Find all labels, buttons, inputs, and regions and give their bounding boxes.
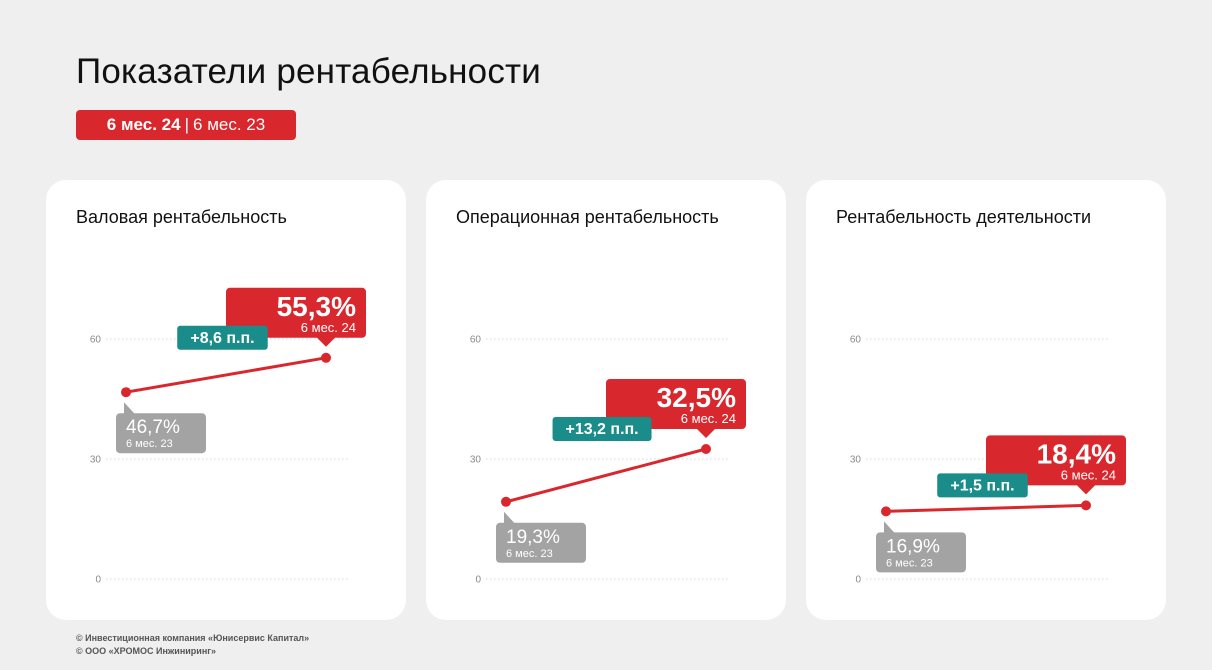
- data-point-current: [701, 444, 711, 454]
- chart-gross-margin: 0 30 60 46,7%6 мес. 23 55,3%6 мес. 24 +8,6 п.…: [90, 287, 366, 586]
- prev-callout-pointer: [884, 521, 896, 535]
- y-tick-label: 0: [855, 575, 861, 586]
- page-title: Показатели рентабельности: [76, 52, 542, 91]
- prev-period-label: 6 мес. 23: [506, 548, 553, 560]
- prev-callout: [876, 532, 966, 573]
- chart-title: Рентабельность деятельности: [836, 207, 1092, 227]
- current-period-label: 6 мес. 24: [1061, 467, 1116, 482]
- y-tick-label: 30: [850, 455, 862, 466]
- chart-operating-margin: 0 30 60 19,3%6 мес. 23 32,5%6 мес. 24 +13,2 п…: [470, 335, 746, 586]
- data-point-prev: [881, 506, 891, 517]
- period-badge: 6 мес. 24 | 6 мес. 23: [76, 110, 296, 140]
- y-tick-label: 60: [850, 335, 862, 346]
- period-previous: 6 мес. 23: [193, 115, 266, 134]
- delta-badge: [552, 417, 652, 441]
- current-callout-pointer: [316, 336, 336, 347]
- prev-callout: [496, 522, 586, 563]
- current-callout: [226, 287, 366, 338]
- data-point-current: [1081, 500, 1091, 511]
- current-value-label: 18,4%: [1037, 438, 1116, 469]
- chart-card-activity-margin: Рентабельность деятельности 0 30 60 16,9% 6 …: [806, 180, 1166, 620]
- current-callout-pointer: [1076, 484, 1096, 495]
- delta-badge: [177, 325, 268, 350]
- data-point-prev: [501, 496, 511, 507]
- delta-label: +8,6 п.п.: [190, 330, 254, 347]
- y-tick-label: 30: [90, 455, 102, 466]
- chart-activity-margin: 0 30 60 16,9%6 мес. 23 18,4%6 мес. 24 +1,5 п.…: [850, 335, 1126, 586]
- delta-label: +1,5 п.п.: [950, 477, 1014, 494]
- prev-value-label: 16,9%: [886, 536, 940, 557]
- chart-card-operating-margin: Операционная рентабельность 0 30 60 19,3% 6 …: [426, 180, 786, 620]
- prev-callout: [116, 413, 206, 454]
- current-value-label: 55,3%: [277, 291, 356, 322]
- footer-copyright-1: © Инвестиционная компания «Юнисервис Кап…: [76, 633, 310, 643]
- current-callout-pointer: [696, 428, 716, 438]
- current-callout: [606, 379, 746, 429]
- y-tick-label: 30: [470, 455, 482, 466]
- y-tick-label: 0: [95, 575, 101, 586]
- prev-callout-pointer: [124, 402, 136, 416]
- period-current: 6 мес. 24: [106, 115, 181, 134]
- footer-copyright-2: © ООО «ХРОМОС Инжиниринг»: [76, 646, 217, 656]
- current-period-label: 6 мес. 24: [301, 320, 356, 335]
- current-value-label: 32,5%: [657, 382, 736, 413]
- delta-label: +13,2 п.п.: [565, 421, 638, 438]
- y-tick-label: 60: [470, 335, 482, 346]
- series-line: [884, 503, 1088, 513]
- prev-period-label: 6 мес. 23: [886, 557, 933, 569]
- current-callout: [986, 435, 1126, 486]
- chart-card-gross-margin: Валовая рентабельность 0 30 60 46,7% 6 мес. …: [46, 180, 406, 620]
- current-period-label: 6 мес. 24: [681, 411, 736, 426]
- data-point-current: [321, 352, 331, 363]
- delta-badge: [937, 473, 1028, 498]
- y-tick-label: 60: [90, 335, 102, 346]
- period-separator: |: [184, 115, 190, 134]
- chart-title: Валовая рентабельность: [76, 207, 287, 227]
- prev-callout-pointer: [504, 511, 516, 525]
- prev-value-label: 46,7%: [126, 417, 180, 438]
- prev-value-label: 19,3%: [506, 527, 560, 548]
- series-line: [504, 447, 708, 504]
- series-line: [124, 356, 328, 394]
- data-point-prev: [121, 387, 131, 398]
- y-tick-label: 0: [475, 575, 481, 586]
- chart-title: Операционная рентабельность: [456, 207, 719, 227]
- prev-period-label: 6 мес. 23: [126, 438, 173, 450]
